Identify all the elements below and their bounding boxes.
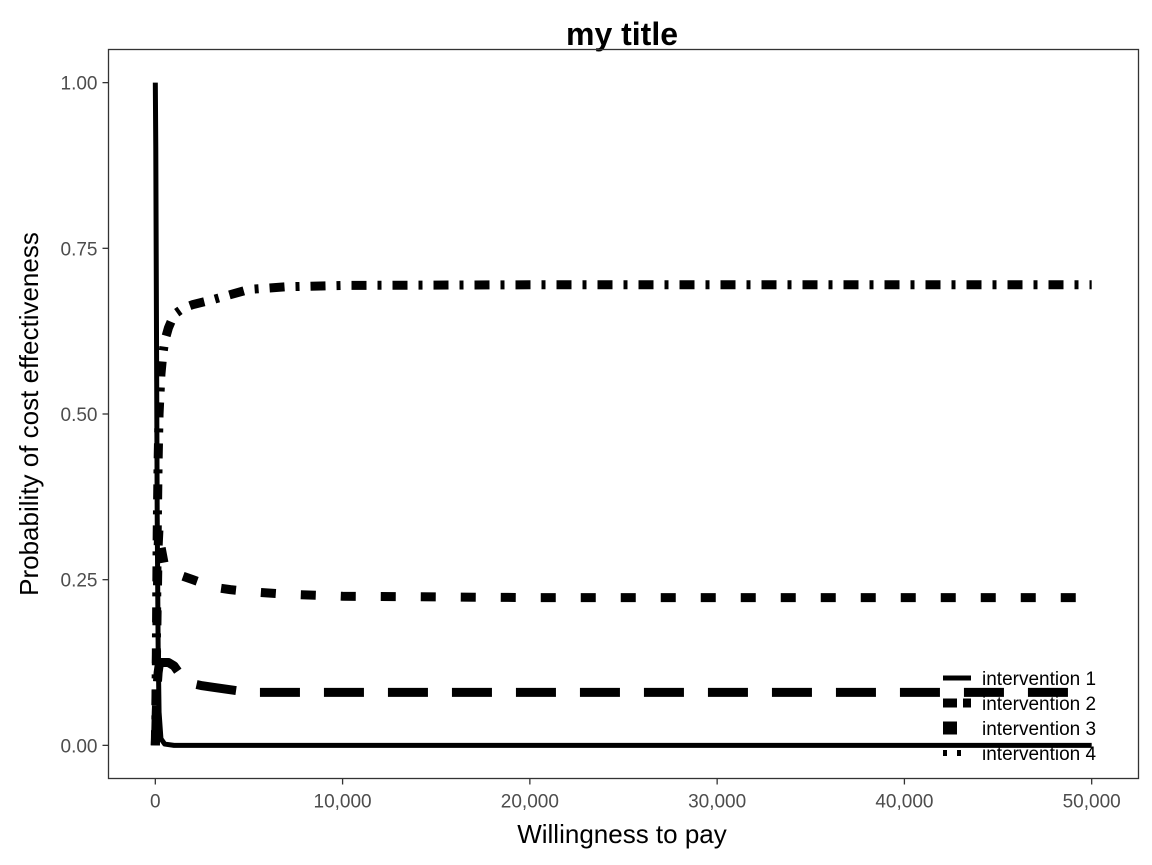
x-axis: 0 10,000 20,000 30,000 40,000 50,000 bbox=[150, 778, 1121, 813]
legend-label-intervention-4: intervention 4 bbox=[982, 744, 1097, 765]
legend-label-intervention-3: intervention 3 bbox=[982, 719, 1096, 740]
series-line-intervention-3 bbox=[150, 522, 1092, 746]
x-tick-label: 30,000 bbox=[688, 792, 746, 813]
x-axis-title: Willingness to pay bbox=[517, 819, 727, 849]
series-line-intervention-1 bbox=[152, 82, 1092, 748]
y-tick-label: 0.00 bbox=[61, 736, 98, 757]
legend-label-intervention-1: intervention 1 bbox=[982, 669, 1096, 690]
y-tick-label: 1.00 bbox=[61, 74, 98, 95]
y-tick-label: 0.50 bbox=[61, 405, 98, 426]
legend: intervention 1 intervention 2 intervention… bbox=[943, 669, 1097, 765]
legend-label-intervention-2: intervention 2 bbox=[982, 694, 1096, 715]
x-tick-label: 0 bbox=[150, 792, 161, 813]
x-tick-label: 10,000 bbox=[314, 792, 372, 813]
chart-title: my title bbox=[566, 16, 678, 52]
x-tick-label: 20,000 bbox=[501, 792, 559, 813]
y-axis: 0.00 0.25 0.50 0.75 1.00 bbox=[61, 74, 109, 757]
series-layer bbox=[150, 82, 1092, 748]
x-tick-label: 50,000 bbox=[1063, 792, 1121, 813]
y-axis-title: Probability of cost effectiveness bbox=[14, 232, 44, 596]
x-tick-label: 40,000 bbox=[875, 792, 933, 813]
y-tick-label: 0.25 bbox=[61, 571, 98, 592]
y-tick-label: 0.75 bbox=[61, 239, 98, 260]
